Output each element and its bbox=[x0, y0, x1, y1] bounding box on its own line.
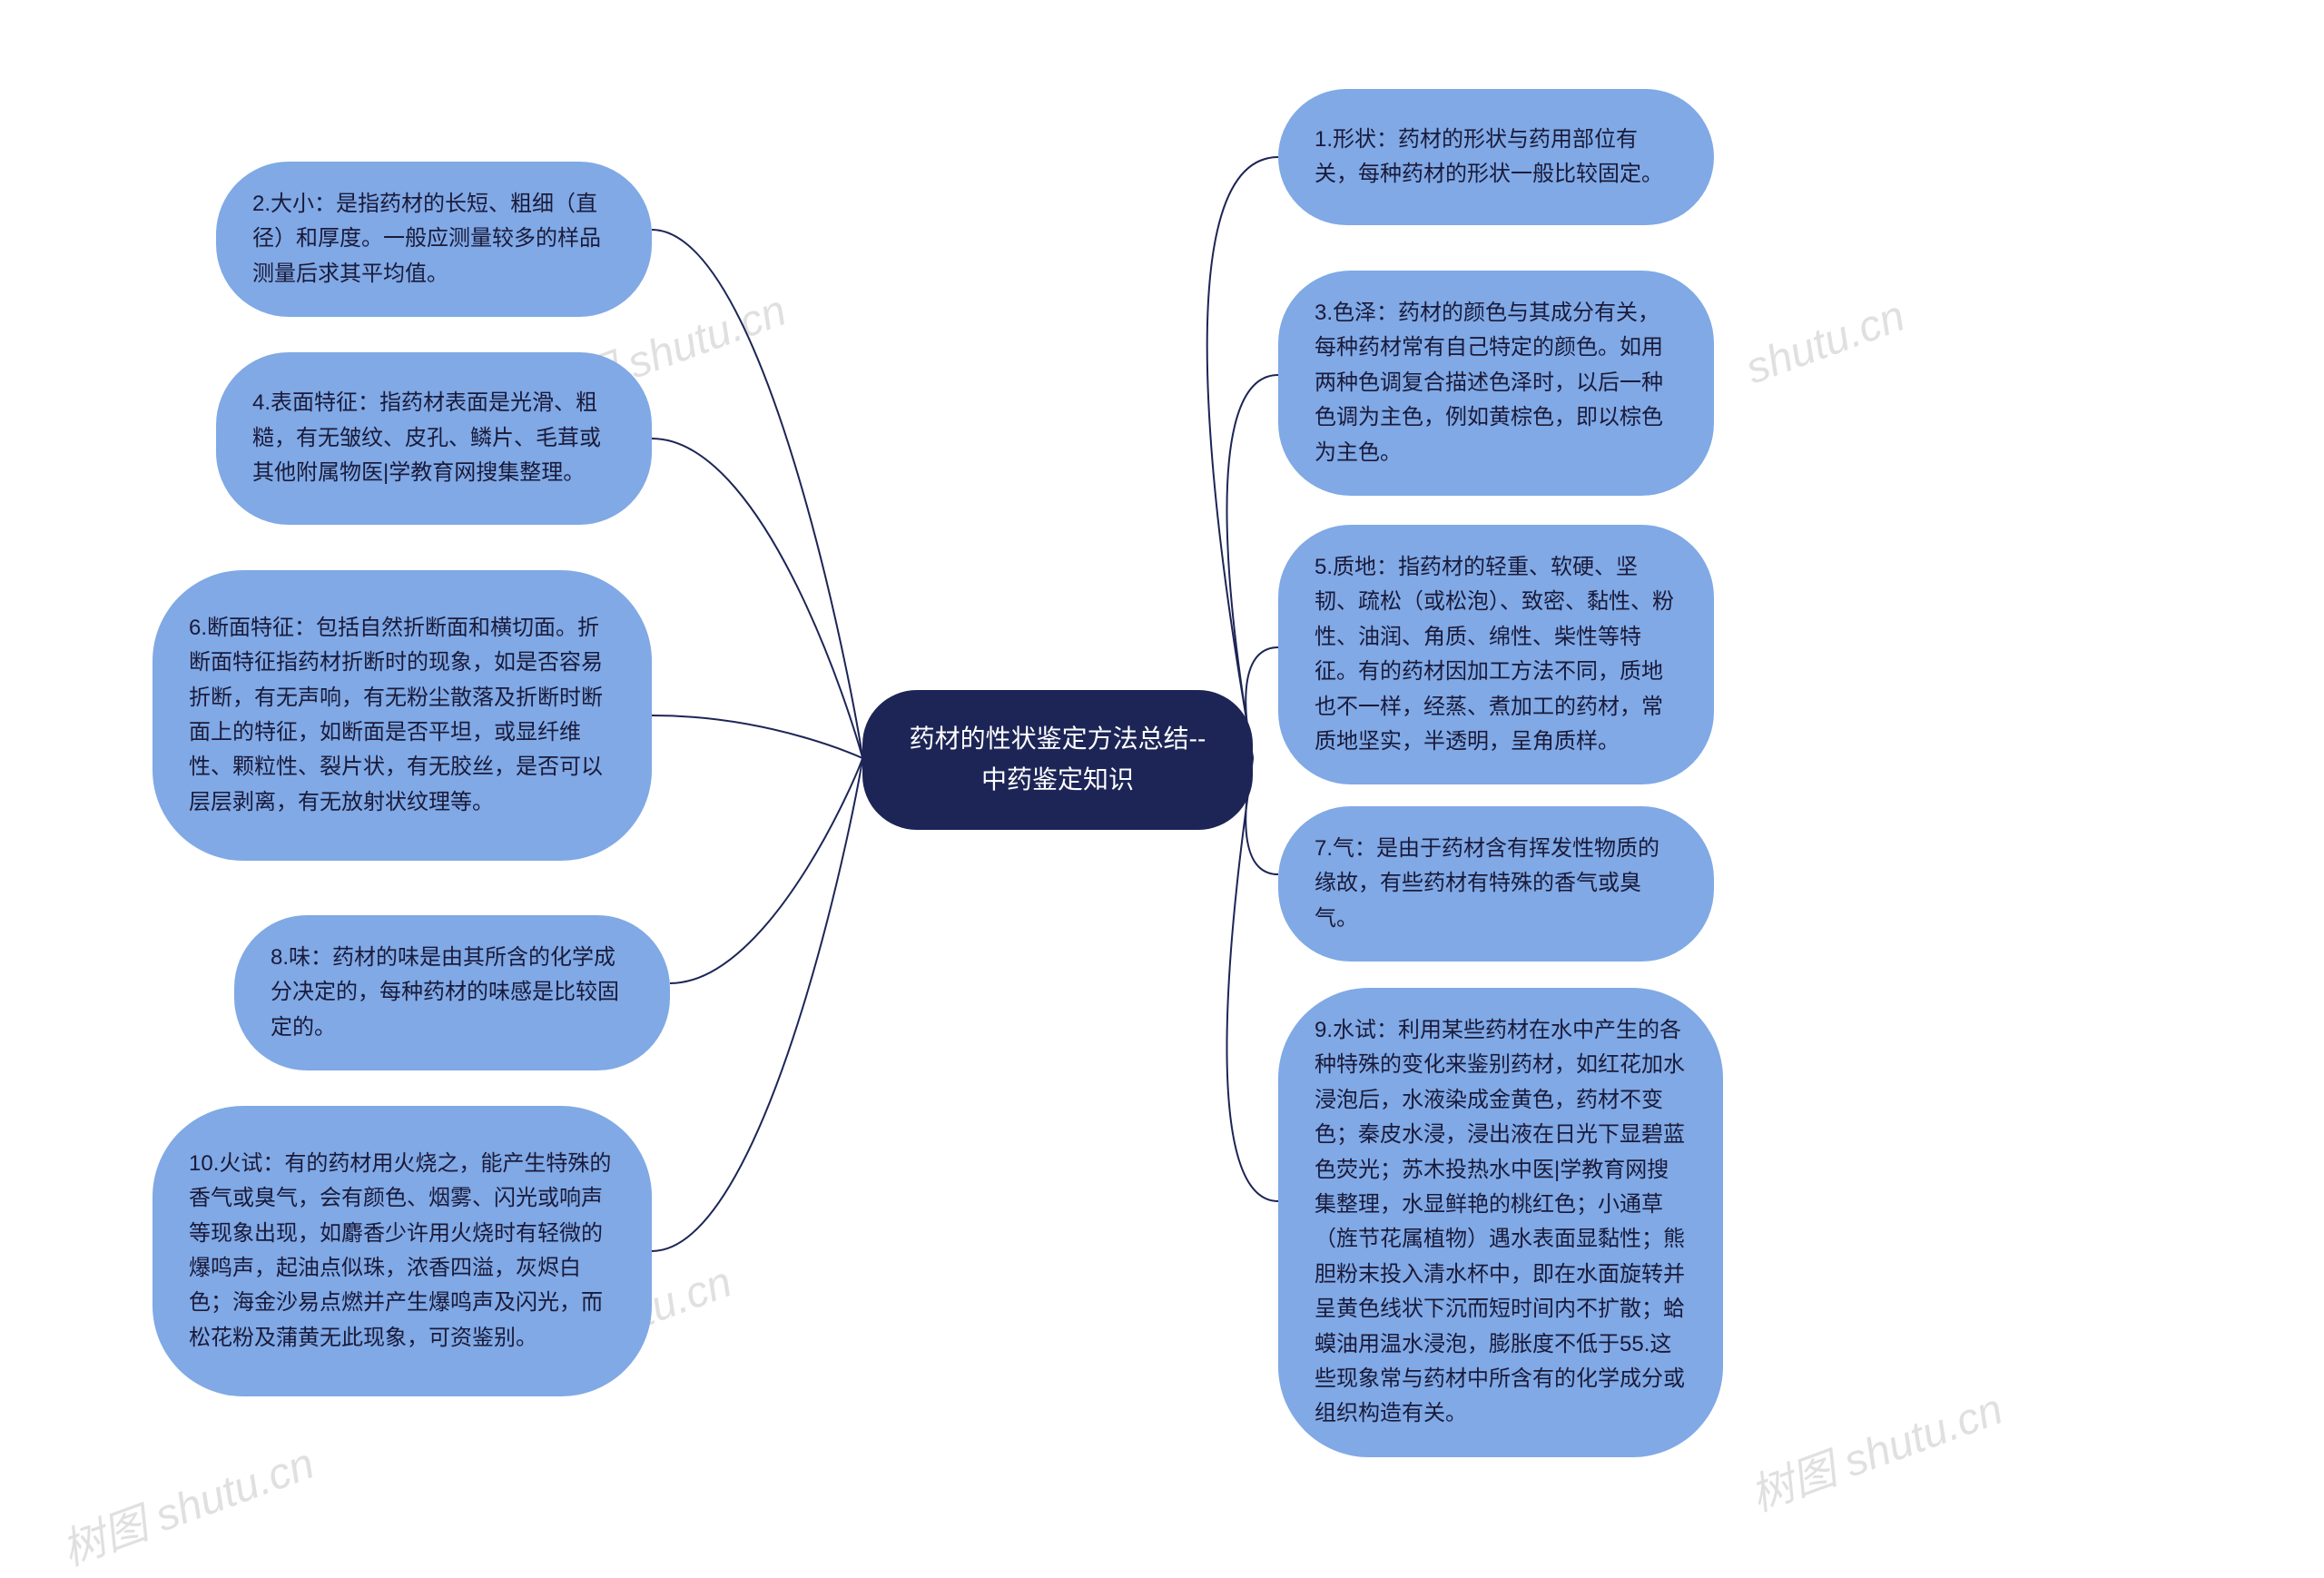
child-node: 4.表面特征：指药材表面是光滑、粗糙，有无皱纹、皮孔、鳞片、毛茸或其他附属物医|… bbox=[216, 352, 652, 525]
edge bbox=[652, 439, 862, 758]
child-text: 10.火试：有的药材用火烧之，能产生特殊的香气或臭气，会有颜色、烟雾、闪光或响声… bbox=[189, 1147, 615, 1356]
center-label: 药材的性状鉴定方法总结--中药鉴定知识 bbox=[899, 719, 1216, 801]
child-node: 8.味：药材的味是由其所含的化学成分决定的，每种药材的味感是比较固定的。 bbox=[234, 915, 670, 1070]
child-node: 1.形状：药材的形状与药用部位有关，每种药材的形状一般比较固定。 bbox=[1278, 89, 1714, 225]
child-text: 8.味：药材的味是由其所含的化学成分决定的，每种药材的味感是比较固定的。 bbox=[271, 941, 634, 1045]
child-text: 4.表面特征：指药材表面是光滑、粗糙，有无皱纹、皮孔、鳞片、毛茸或其他附属物医|… bbox=[252, 386, 615, 490]
child-text: 6.断面特征：包括自然折断面和横切面。折断面特征指药材折断时的现象，如是否容易折… bbox=[189, 611, 615, 820]
child-text: 1.形状：药材的形状与药用部位有关，每种药材的形状一般比较固定。 bbox=[1315, 123, 1678, 192]
edge bbox=[652, 758, 862, 1251]
child-text: 3.色泽：药材的颜色与其成分有关，每种药材常有自己特定的颜色。如用两种色调复合描… bbox=[1315, 296, 1678, 470]
edge bbox=[652, 715, 862, 758]
watermark: shutu.cn bbox=[1739, 291, 1911, 395]
edge bbox=[652, 230, 862, 758]
edge bbox=[1226, 375, 1278, 758]
child-node: 9.水试：利用某些药材在水中产生的各种特殊的变化来鉴别药材，如红花加水浸泡后，水… bbox=[1278, 988, 1723, 1457]
watermark: 树图 shutu.cn bbox=[52, 1427, 321, 1577]
child-node: 3.色泽：药材的颜色与其成分有关，每种药材常有自己特定的颜色。如用两种色调复合描… bbox=[1278, 271, 1714, 496]
mindmap-diagram: 药材的性状鉴定方法总结--中药鉴定知识 1.形状：药材的形状与药用部位有关，每种… bbox=[0, 0, 2324, 1523]
child-node: 10.火试：有的药材用火烧之，能产生特殊的香气或臭气，会有颜色、烟雾、闪光或响声… bbox=[153, 1106, 652, 1396]
child-text: 7.气：是由于药材含有挥发性物质的缘故，有些药材有特殊的香气或臭气。 bbox=[1315, 832, 1678, 936]
center-node: 药材的性状鉴定方法总结--中药鉴定知识 bbox=[862, 690, 1253, 830]
child-node: 6.断面特征：包括自然折断面和横切面。折断面特征指药材折断时的现象，如是否容易折… bbox=[153, 570, 652, 861]
edge bbox=[670, 758, 862, 983]
edge bbox=[1207, 157, 1278, 758]
child-text: 2.大小：是指药材的长短、粗细（直径）和厚度。一般应测量较多的样品测量后求其平均… bbox=[252, 187, 615, 291]
child-text: 5.质地：指药材的轻重、软硬、坚韧、疏松（或松泡）、致密、黏性、粉性、油润、角质… bbox=[1315, 550, 1678, 759]
child-node: 2.大小：是指药材的长短、粗细（直径）和厚度。一般应测量较多的样品测量后求其平均… bbox=[216, 162, 652, 317]
edge bbox=[1226, 758, 1278, 1201]
child-node: 7.气：是由于药材含有挥发性物质的缘故，有些药材有特殊的香气或臭气。 bbox=[1278, 806, 1714, 962]
child-node: 5.质地：指药材的轻重、软硬、坚韧、疏松（或松泡）、致密、黏性、粉性、油润、角质… bbox=[1278, 525, 1714, 784]
child-text: 9.水试：利用某些药材在水中产生的各种特殊的变化来鉴别药材，如红花加水浸泡后，水… bbox=[1315, 1013, 1687, 1432]
watermark: 树图 shutu.cn bbox=[1740, 1373, 2010, 1523]
